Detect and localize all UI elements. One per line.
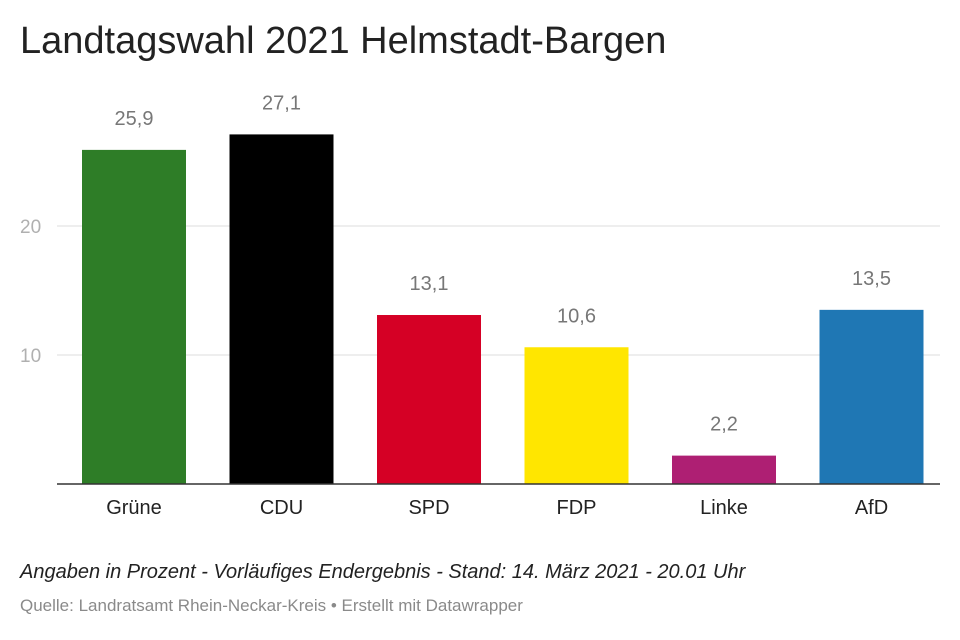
bars — [82, 134, 924, 484]
chart-title: Landtagswahl 2021 Helmstadt-Bargen — [20, 20, 667, 62]
value-label: 27,1 — [262, 92, 301, 114]
gridlines — [57, 225, 940, 356]
bar-grüne — [82, 149, 186, 484]
value-label: 25,9 — [115, 108, 154, 130]
y-tick-label: 10 — [20, 346, 41, 367]
value-label: 10,6 — [557, 305, 596, 327]
category-label: Linke — [700, 497, 748, 519]
category-label: AfD — [855, 497, 888, 519]
chart-note: Angaben in Prozent - Vorläufiges Enderge… — [20, 561, 746, 583]
y-tick-label: 20 — [20, 217, 41, 238]
category-label: FDP — [557, 497, 597, 519]
bar-cdu — [229, 134, 334, 484]
bar-fdp — [524, 347, 629, 484]
value-label: 13,1 — [410, 273, 449, 295]
bar-spd — [377, 315, 481, 484]
bar-afd — [819, 309, 924, 484]
chart-source: Quelle: Landratsamt Rhein-Neckar-Kreis •… — [20, 596, 523, 615]
value-label: 2,2 — [710, 414, 738, 436]
value-label: 13,5 — [852, 268, 891, 290]
labels: 10 20 25,9 Grüne 27,1 CDU 13,1 SPD 10,6 FDP 2,2 Lin… — [20, 92, 891, 519]
bar-linke — [672, 455, 776, 484]
category-label: Grüne — [106, 497, 162, 519]
category-label: SPD — [408, 497, 449, 519]
category-label: CDU — [260, 497, 303, 519]
